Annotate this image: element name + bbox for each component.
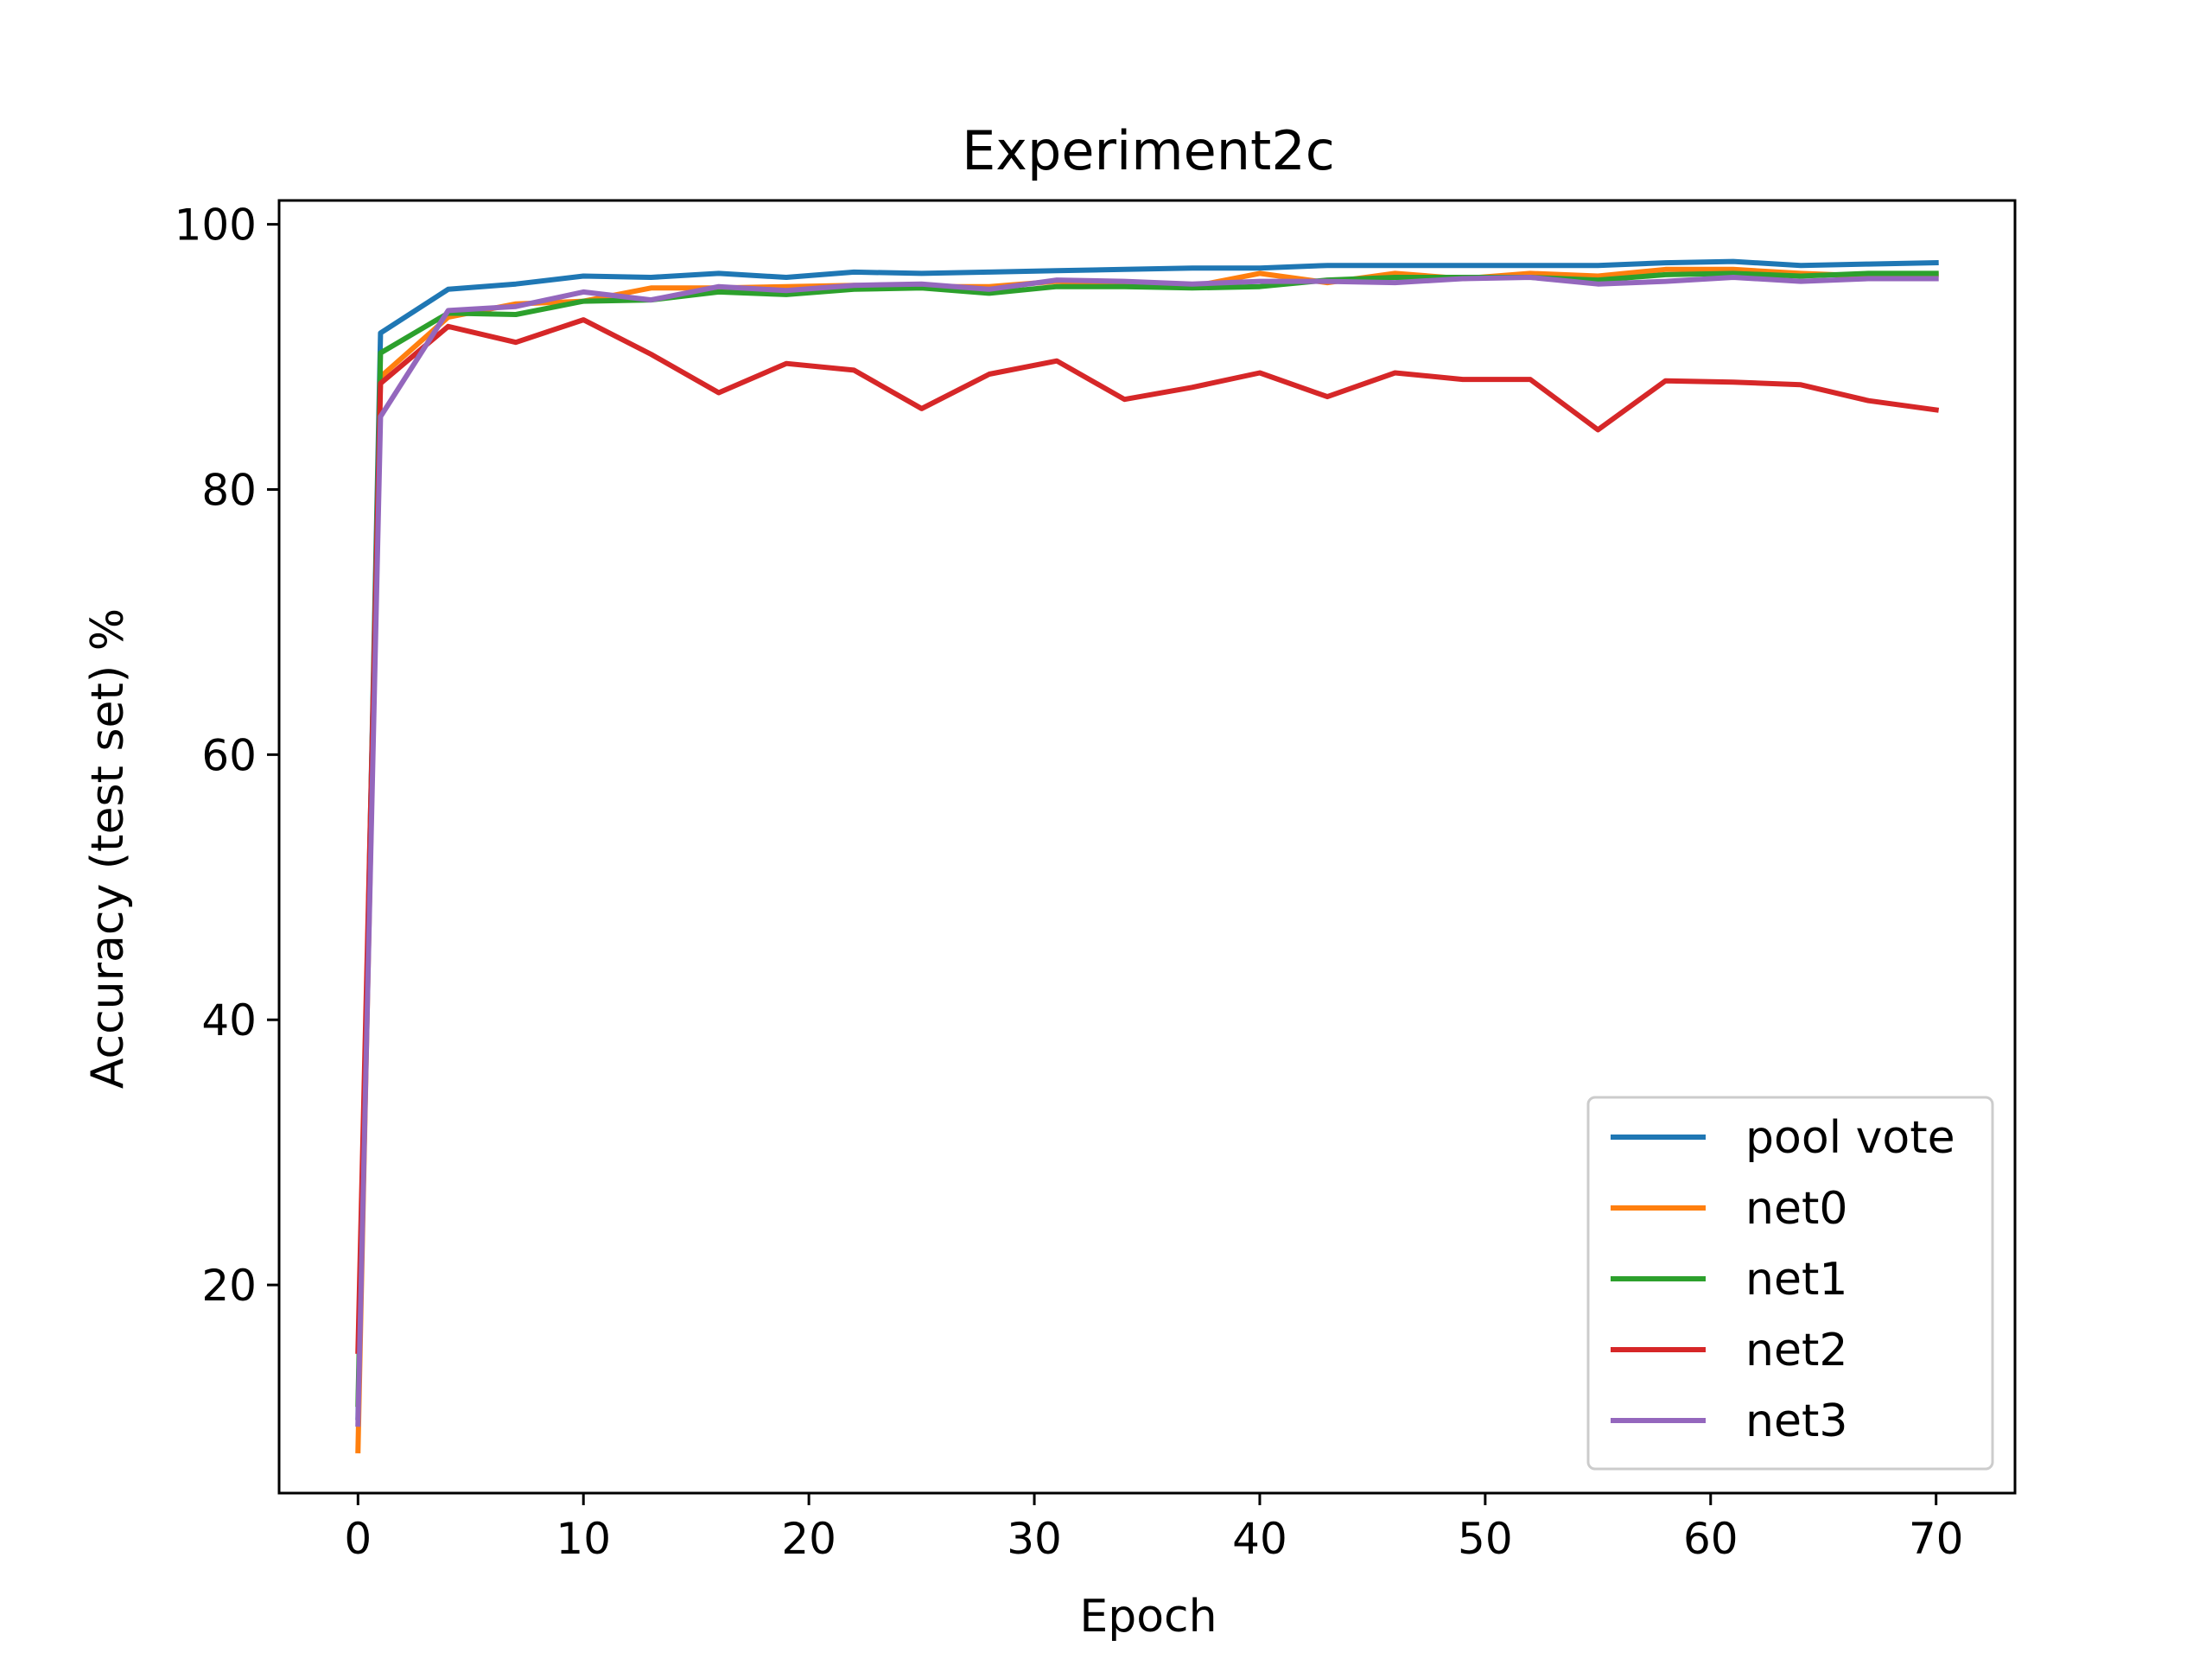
x-tick-label: 60 (1683, 1514, 1738, 1564)
series-line-net3 (355, 275, 1939, 1427)
x-tick-label: 30 (1007, 1514, 1062, 1564)
y-tick-label: 60 (201, 730, 257, 780)
series-line-pool-vote (355, 258, 1939, 1421)
legend-box (1586, 1096, 1994, 1471)
series-layer (355, 258, 1940, 1453)
legend-label-net3: net3 (1745, 1395, 1847, 1447)
y-axis: 20 40 60 80 100 (175, 200, 279, 1311)
plot-frame (277, 199, 2017, 1495)
legend: pool vote net0 net1 net2 net3 (1586, 1096, 1994, 1471)
x-tick-label: 10 (556, 1514, 611, 1564)
series-line-net2 (355, 317, 1940, 1354)
x-axis: 0 10 20 30 40 50 60 70 (344, 1493, 1963, 1564)
y-tick-label: 40 (201, 995, 257, 1046)
x-tick-label: 20 (781, 1514, 836, 1564)
legend-label-pool-vote: pool vote (1745, 1112, 1955, 1164)
legend-label-net2: net2 (1745, 1325, 1847, 1376)
y-tick-label: 100 (175, 200, 257, 251)
x-tick-label: 40 (1232, 1514, 1287, 1564)
x-axis-label: Epoch (1079, 1591, 1217, 1643)
x-tick-label: 0 (344, 1514, 372, 1564)
y-tick-label: 20 (201, 1261, 257, 1311)
y-axis-label: Accuracy (test set) % (82, 608, 134, 1089)
x-tick-label: 70 (1909, 1514, 1964, 1564)
series-line-net1 (355, 270, 1939, 1408)
legend-label-net0: net0 (1745, 1183, 1847, 1235)
y-tick-label: 80 (201, 465, 257, 515)
legend-label-net1: net1 (1745, 1254, 1847, 1306)
x-tick-label: 50 (1458, 1514, 1513, 1564)
chart-title: Experiment2c (962, 119, 1335, 182)
